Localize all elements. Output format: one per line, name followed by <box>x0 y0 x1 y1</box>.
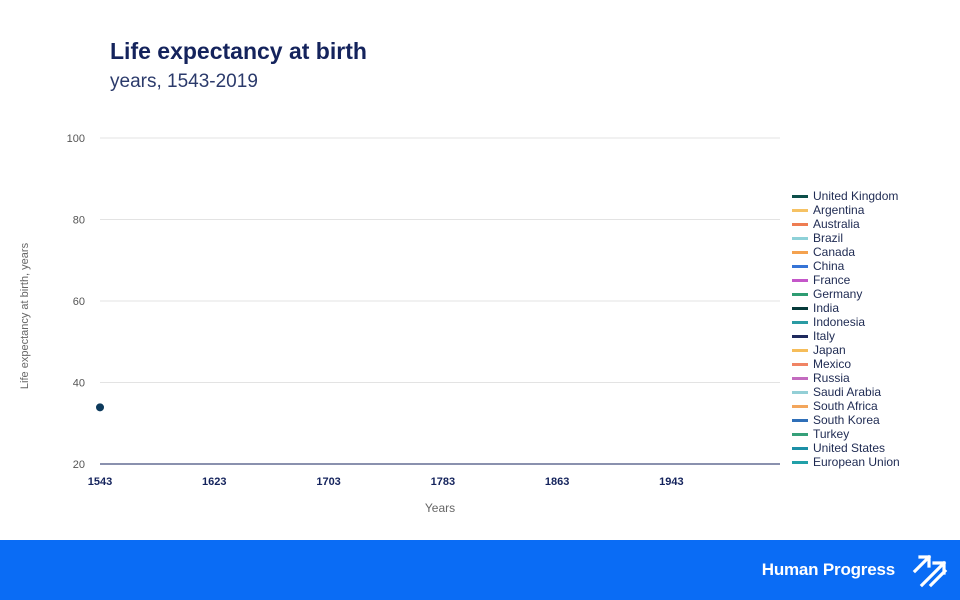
x-tick-label: 1623 <box>202 476 226 488</box>
footer-bar: Human Progress <box>0 540 960 600</box>
legend-item[interactable]: Germany <box>792 287 900 301</box>
legend-swatch <box>792 250 808 254</box>
legend-label: Turkey <box>813 427 850 441</box>
data-point <box>96 403 104 412</box>
line-chart: 20 40 60 80 100 1543 1623 1703 1783 1863 1943 Years… <box>19 133 780 515</box>
legend-label: United Kingdom <box>813 189 899 203</box>
y-tick-label: 60 <box>73 296 85 308</box>
legend-item[interactable]: France <box>792 273 900 287</box>
legend-swatch <box>792 390 808 394</box>
legend-label: South Korea <box>813 413 880 427</box>
legend-item[interactable]: China <box>792 259 900 273</box>
legend-swatch <box>792 348 808 352</box>
legend-item[interactable]: Italy <box>792 329 900 343</box>
legend-label: China <box>813 259 845 273</box>
legend-item[interactable]: India <box>792 301 900 315</box>
legend-label: India <box>813 301 840 315</box>
legend-swatch <box>792 460 808 464</box>
legend-item[interactable]: South Africa <box>792 399 900 413</box>
y-axis-label: Life expectancy at birth, years <box>19 242 31 389</box>
legend-item[interactable]: Saudi Arabia <box>792 385 900 399</box>
legend-label: Italy <box>813 329 836 343</box>
legend-label: South Africa <box>813 399 878 413</box>
legend-item[interactable]: Argentina <box>792 203 900 217</box>
legend-item[interactable]: European Union <box>792 455 900 469</box>
legend-label: European Union <box>813 455 900 469</box>
legend-item[interactable]: Indonesia <box>792 315 900 329</box>
legend-item[interactable]: United States <box>792 441 900 455</box>
legend-swatch <box>792 278 808 282</box>
legend-label: Russia <box>813 371 850 385</box>
x-tick-label: 1543 <box>88 476 112 488</box>
legend-swatch <box>792 208 808 212</box>
legend-label: Saudi Arabia <box>813 385 882 399</box>
legend-label: Germany <box>813 287 863 301</box>
legend-label: Australia <box>813 217 860 231</box>
legend-item[interactable]: Russia <box>792 371 900 385</box>
brand-name[interactable]: Human Progress <box>761 560 895 579</box>
chart-legend: United Kingdom Argentina Australia Brazil Ca… <box>792 189 900 469</box>
legend-swatch <box>792 264 808 268</box>
chart-subtitle: years, 1543-2019 <box>110 71 258 92</box>
legend-swatch <box>792 222 808 226</box>
legend-swatch <box>792 292 808 296</box>
legend-item[interactable]: United Kingdom <box>792 189 900 203</box>
x-tick-label: 1703 <box>316 476 340 488</box>
legend-swatch <box>792 362 808 366</box>
legend-swatch <box>792 432 808 436</box>
legend-swatch <box>792 334 808 338</box>
arrows-logo-icon[interactable] <box>912 552 948 588</box>
legend-swatch <box>792 418 808 422</box>
legend-item[interactable]: Brazil <box>792 231 900 245</box>
legend-label: Canada <box>813 245 856 259</box>
legend-swatch <box>792 306 808 310</box>
legend-item[interactable]: Australia <box>792 217 900 231</box>
legend-item[interactable]: South Korea <box>792 413 900 427</box>
legend-label: Argentina <box>813 203 865 217</box>
x-axis-label: Years <box>425 501 455 515</box>
legend-item[interactable]: Japan <box>792 343 900 357</box>
legend-label: France <box>813 273 851 287</box>
chart-title: Life expectancy at birth <box>110 38 367 64</box>
legend-label: Brazil <box>813 231 844 245</box>
x-tick-label: 1863 <box>545 476 569 488</box>
legend-item[interactable]: Canada <box>792 245 900 259</box>
y-tick-label: 40 <box>73 378 85 390</box>
legend-swatch <box>792 320 808 324</box>
y-tick-label: 80 <box>73 215 85 227</box>
legend-swatch <box>792 236 808 240</box>
legend-swatch <box>792 446 808 450</box>
legend-swatch <box>792 376 808 380</box>
legend-label: Japan <box>813 343 846 357</box>
legend-item[interactable]: Mexico <box>792 357 900 371</box>
legend-label: United States <box>813 441 886 455</box>
legend-item[interactable]: Turkey <box>792 427 900 441</box>
legend-label: Indonesia <box>813 315 866 329</box>
y-tick-label: 20 <box>73 459 85 471</box>
legend-swatch <box>792 404 808 408</box>
x-tick-label: 1783 <box>431 476 455 488</box>
legend-swatch <box>792 194 808 198</box>
y-tick-label: 100 <box>67 133 85 145</box>
legend-label: Mexico <box>813 357 852 371</box>
x-tick-label: 1943 <box>659 476 683 488</box>
